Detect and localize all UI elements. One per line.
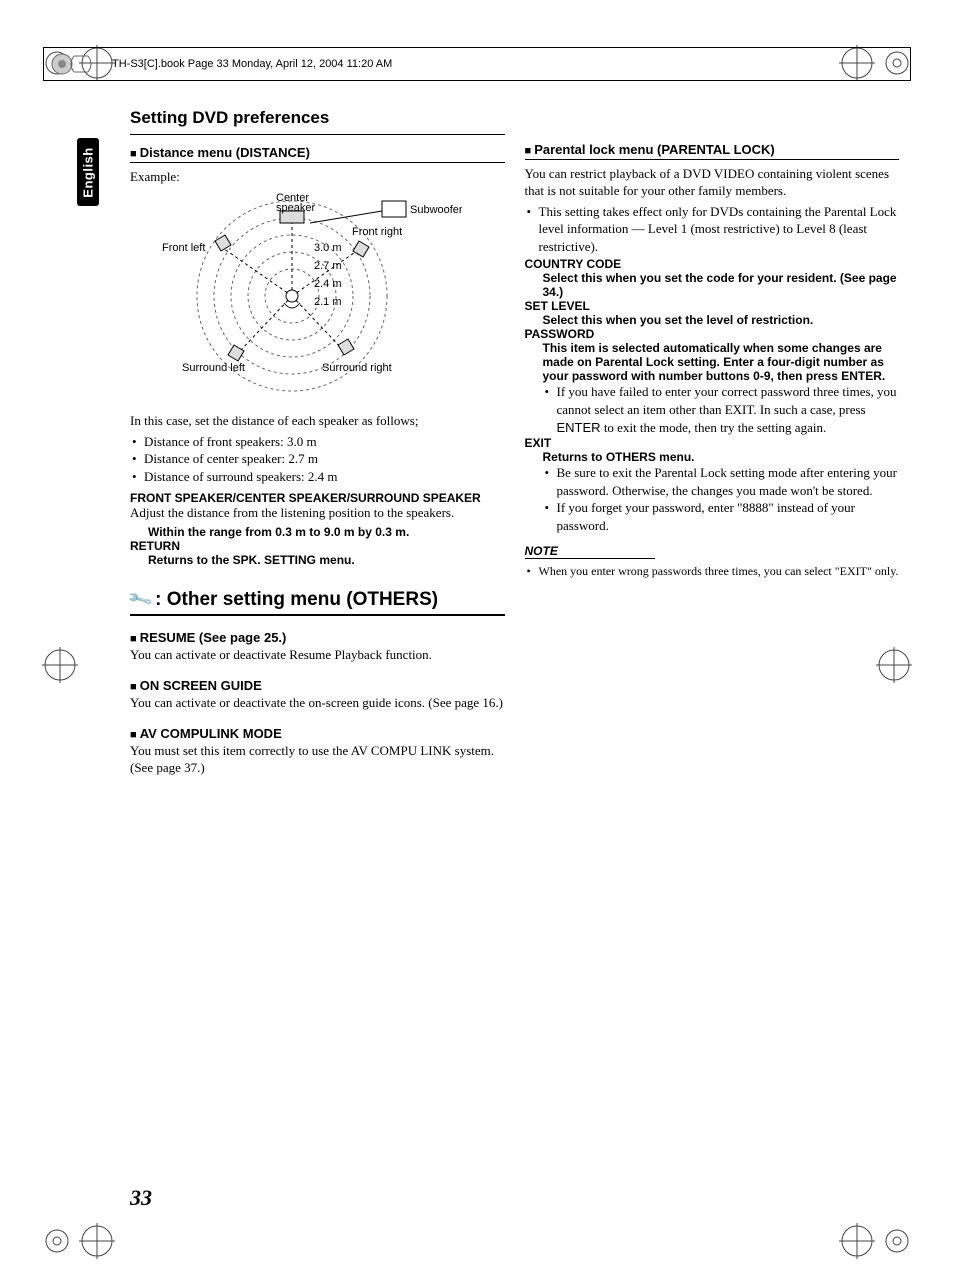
others-section-title: 🔧 : Other setting menu (OTHERS) [130,589,505,611]
distance-bullet-1: Distance of center speaker: 2.7 m [132,450,505,468]
others-title-text: : Other setting menu (OTHERS) [155,589,438,611]
front-speaker-heading: FRONT SPEAKER/CENTER SPEAKER/SURROUND SP… [130,491,505,505]
password-bullets: If you have failed to enter your correct… [543,383,900,436]
exit-heading: EXIT [525,436,900,450]
page-title: Setting DVD preferences [130,108,505,128]
password-bullet-text-b: to exit the mode, then try the setting a… [601,420,827,435]
exit-bullet-1: If you forget your password, enter "8888… [545,499,900,534]
wrench-icon: 🔧 [126,586,154,614]
diagram-d2: 2.4 m [314,278,342,290]
language-tab-text: English [81,147,96,197]
front-speaker-range: Within the range from 0.3 m to 9.0 m by … [148,525,505,539]
avlink-heading: AV COMPULINK MODE [130,726,505,741]
diagram-d1: 2.7 m [314,260,342,272]
diagram-frontleft-label: Front left [162,242,205,254]
resume-heading: RESUME (See page 25.) [130,630,505,645]
distance-intro: In this case, set the distance of each s… [130,413,505,430]
book-header-text: TH-S3[C].book Page 33 Monday, April 12, … [112,58,392,70]
speaker-diagram: Center speaker Subwoofer Front left Fron… [142,191,462,401]
note-bullet-0: When you enter wrong passwords three tim… [527,563,900,579]
distance-bullets: Distance of front speakers: 3.0 m Distan… [130,433,505,486]
exit-bullet-0: Be sure to exit the Parental Lock settin… [545,464,900,499]
distance-bullet-0: Distance of front speakers: 3.0 m [132,433,505,451]
diagram-d0: 3.0 m [314,242,342,254]
password-heading: PASSWORD [525,327,900,341]
parental-intro-bullets: This setting takes effect only for DVDs … [525,203,900,256]
return-heading: RETURN [130,539,505,553]
content-columns: Setting DVD preferences Distance menu (D… [130,108,899,780]
password-bullet-0: If you have failed to enter your correct… [545,383,900,436]
distance-bullet-2: Distance of surround speakers: 2.4 m [132,468,505,486]
return-body: Returns to the SPK. SETTING menu. [148,553,505,567]
diagram-surrright-label: Surround right [322,362,392,374]
front-speaker-body: Adjust the distance from the listening p… [130,505,505,522]
page-number: 33 [130,1185,152,1211]
parental-heading: Parental lock menu (PARENTAL LOCK) [525,142,900,157]
reg-mark-ml [35,640,85,690]
enter-word: ENTER [557,420,601,435]
set-level-body: Select this when you set the level of re… [543,313,900,327]
resume-body: You can activate or deactivate Resume Pl… [130,647,505,664]
diagram-surrleft-label: Surround left [182,362,245,374]
parental-bullet-0: This setting takes effect only for DVDs … [527,203,900,256]
note-rule [525,558,655,559]
exit-bullets: Be sure to exit the Parental Lock settin… [543,464,900,534]
title-rule [130,134,505,135]
parental-rule [525,159,900,160]
country-code-body: Select this when you set the code for yo… [543,271,900,299]
distance-heading: Distance menu (DISTANCE) [130,145,505,160]
others-rule [130,614,505,616]
reg-mark-br [829,1216,919,1266]
osg-body: You can activate or deactivate the on-sc… [130,695,505,712]
note-bullets: When you enter wrong passwords three tim… [525,563,900,579]
diagram-d3: 2.1 m [314,296,342,308]
diagram-subwoofer-label: Subwoofer [410,204,462,216]
language-tab: English [77,138,99,206]
left-column: Setting DVD preferences Distance menu (D… [130,108,505,780]
password-bullet-text-a: If you have failed to enter your correct… [557,384,897,417]
parental-intro: You can restrict playback of a DVD VIDEO… [525,166,900,200]
note-label: NOTE [525,544,900,558]
distance-rule [130,162,505,163]
set-level-heading: SET LEVEL [525,299,900,313]
exit-body: Returns to OTHERS menu. [543,450,900,464]
osg-heading: ON SCREEN GUIDE [130,678,505,693]
country-code-heading: COUNTRY CODE [525,257,900,271]
svg-text:speaker: speaker [276,202,315,214]
right-column: Parental lock menu (PARENTAL LOCK) You c… [525,108,900,780]
reg-mark-bl [35,1216,125,1266]
book-header-bar: TH-S3[C].book Page 33 Monday, April 12, … [43,47,911,81]
password-body: This item is selected automatically when… [543,341,900,383]
diagram-frontright-label: Front right [352,226,402,238]
page: TH-S3[C].book Page 33 Monday, April 12, … [0,0,954,1286]
avlink-body: You must set this item correctly to use … [130,743,505,777]
book-header-rings [48,50,96,78]
example-label: Example: [130,169,505,186]
